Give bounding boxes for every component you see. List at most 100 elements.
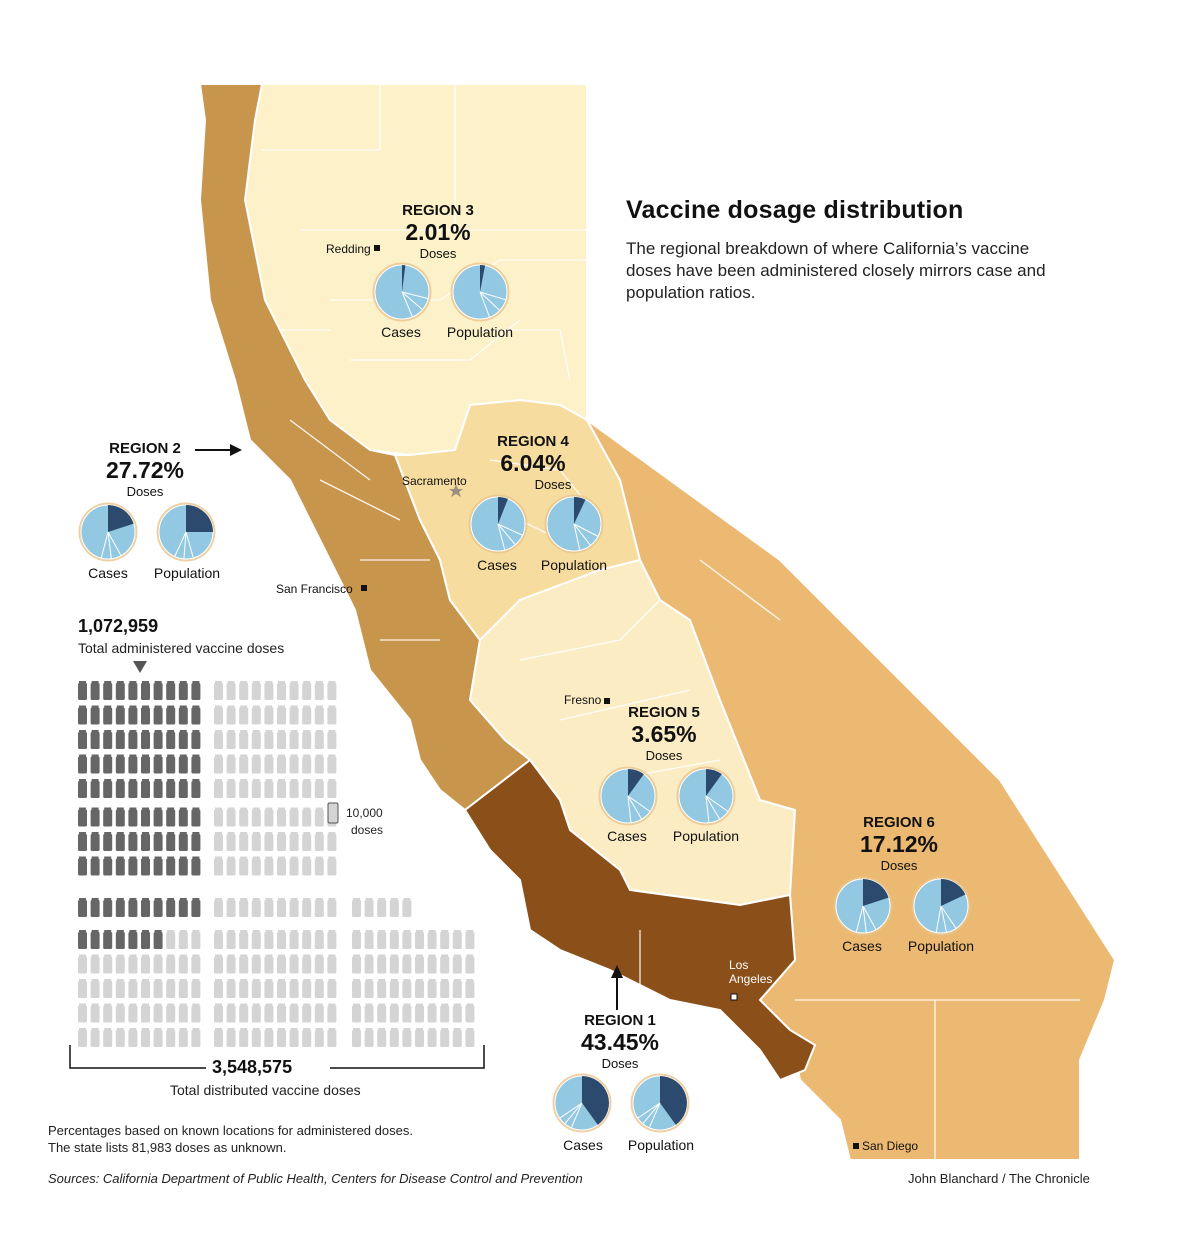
vial-distributed <box>178 956 188 974</box>
region-6-doses-label: Doses <box>880 858 918 873</box>
region-6-name: REGION 6 <box>863 814 935 831</box>
vial-administered <box>141 858 150 876</box>
region-2-cases-pie-region-slice <box>108 505 134 532</box>
vial-distributed <box>314 900 324 917</box>
region-4-cases-pie-region-slice <box>498 497 508 524</box>
vial-administered <box>141 756 150 774</box>
vial-distributed <box>314 981 324 998</box>
vial-administered <box>153 900 163 917</box>
vial-administered <box>78 834 87 851</box>
vial-distributed <box>314 707 324 725</box>
region-6-pct: 17.12% <box>859 831 938 857</box>
vial-distributed <box>289 1030 299 1047</box>
vial-administered <box>141 900 150 917</box>
vial-distributed <box>302 683 312 700</box>
vial-distributed <box>251 956 261 974</box>
vial-distributed <box>364 1030 374 1047</box>
region-4-name: REGION 4 <box>497 433 569 450</box>
vial-distributed <box>239 834 249 851</box>
vial-administered <box>128 707 138 725</box>
vial-distributed <box>239 956 249 974</box>
vial-distributed <box>314 1030 324 1047</box>
vial-distributed <box>277 809 286 827</box>
vial-distributed <box>277 858 286 876</box>
vial-administered <box>153 732 163 749</box>
vial-distributed <box>402 932 412 949</box>
city-redding: Redding <box>326 242 371 256</box>
vial-distributed <box>389 956 399 974</box>
vial-administered <box>153 756 163 774</box>
region-5-cases-label: Cases <box>607 828 647 844</box>
vial-distributed <box>352 932 361 949</box>
vial-distributed <box>251 900 261 917</box>
region-5-pct: 3.65% <box>631 721 697 747</box>
vial-administered <box>128 781 138 798</box>
vial-distributed <box>226 932 236 949</box>
vial-administered <box>115 707 125 725</box>
vial-distributed <box>115 1030 125 1047</box>
vial-distributed <box>364 932 374 949</box>
region-2-cases-label: Cases <box>88 565 128 581</box>
vial-distributed <box>465 1030 475 1047</box>
region-1-population-label: Population <box>627 1137 695 1153</box>
region-2-population-pie <box>156 502 216 562</box>
region-2-pct: 27.72% <box>105 457 184 483</box>
vial-distributed <box>389 1030 399 1047</box>
vial-administered <box>103 756 113 774</box>
vial-distributed <box>302 900 312 917</box>
vial-distributed <box>427 981 437 998</box>
vial-distributed <box>251 858 261 876</box>
administered-label: Total administered vaccine doses <box>78 640 285 656</box>
sources: Sources: California Department of Public… <box>48 1171 583 1186</box>
vial-administered <box>103 858 113 876</box>
vial-distributed <box>214 1005 223 1023</box>
vial-distributed <box>402 1005 412 1023</box>
vial-distributed <box>214 1030 223 1047</box>
vial-distributed <box>226 781 236 798</box>
region-1-population-pie <box>630 1073 690 1133</box>
vial-distributed <box>90 956 100 974</box>
vial-administered <box>115 732 125 749</box>
region-3-pct: 2.01% <box>405 219 471 245</box>
vial-administered <box>191 756 201 774</box>
vial-distributed <box>289 858 299 876</box>
vial-distributed <box>302 858 312 876</box>
vial-administered <box>178 732 188 749</box>
vial-distributed <box>377 956 387 974</box>
vial-distributed <box>327 756 337 774</box>
vial-distributed <box>103 1005 113 1023</box>
vial-administered <box>191 732 201 749</box>
credit: John Blanchard / The Chronicle <box>908 1171 1090 1186</box>
vial-administered <box>90 834 100 851</box>
vial-distributed <box>377 981 387 998</box>
region-5-name: REGION 5 <box>628 704 700 721</box>
vial-distributed <box>115 1005 125 1023</box>
vial-distributed <box>239 1005 249 1023</box>
vial-distributed <box>314 732 324 749</box>
vial-distributed <box>364 956 374 974</box>
vial-distributed <box>239 981 249 998</box>
vial-distributed <box>191 981 201 998</box>
vial-distributed <box>352 956 361 974</box>
region-3-label: REGION 3 2.01% Doses <box>368 202 508 261</box>
vial-distributed <box>141 981 150 998</box>
vial-administered <box>90 732 100 749</box>
vial-distributed <box>289 900 299 917</box>
region-5-cases-pie-region-slice <box>628 769 644 796</box>
redding-marker <box>374 245 380 251</box>
vial-distributed <box>251 932 261 949</box>
vial-distributed <box>128 1005 138 1023</box>
vial-distributed <box>440 981 450 998</box>
vial-distributed <box>90 981 100 998</box>
vial-distributed <box>226 900 236 917</box>
vial-distributed <box>289 809 299 827</box>
vial-administered <box>115 683 125 700</box>
vial-distributed <box>364 900 374 917</box>
vial-distributed <box>226 683 236 700</box>
vial-distributed <box>302 781 312 798</box>
vial-distributed <box>277 900 286 917</box>
vial-distributed <box>327 707 337 725</box>
vial-distributed <box>327 834 337 851</box>
vial-distributed <box>327 900 337 917</box>
